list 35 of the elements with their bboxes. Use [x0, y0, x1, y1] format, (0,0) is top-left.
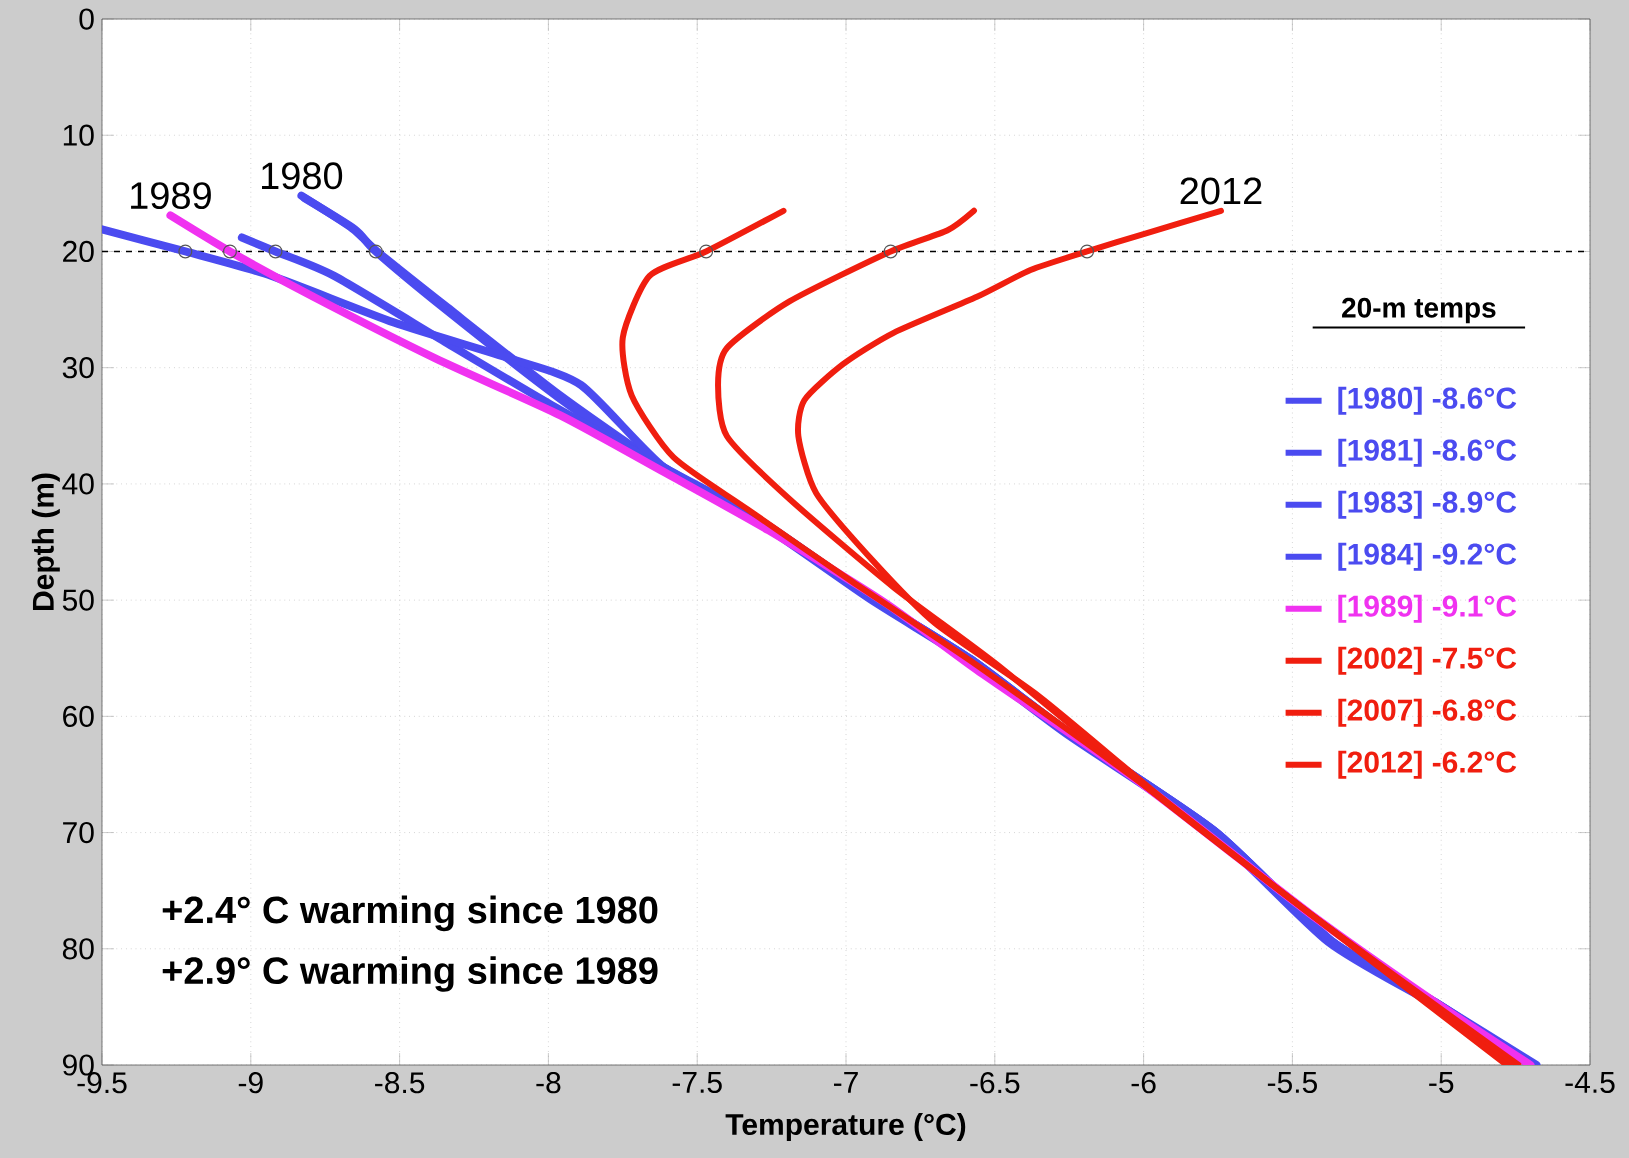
annotation: 1980 [262, 162, 343, 190]
y-tick-label: 10 [63, 124, 94, 146]
x-tick-label: -9 [238, 1072, 263, 1094]
y-tick-label: 40 [62, 473, 94, 495]
annotation: +2.9° C warming since 1989 [162, 956, 658, 992]
x-tick-label: -6.5 [970, 1072, 1020, 1094]
y-tick-label: 60 [63, 705, 94, 727]
annotation: +2.4° C warming since 1980 [162, 895, 658, 932]
x-tick-label: -5 [1429, 1072, 1454, 1093]
y-tick-label: 50 [62, 589, 94, 611]
annotation: 1989 [131, 182, 211, 210]
annotation: 2012 [1180, 177, 1262, 205]
y-tick-label: 0 [79, 8, 94, 30]
legend-label: [1989] -9.1°C [1338, 594, 1517, 623]
legend-label: [1984] -9.2°C [1338, 542, 1517, 571]
y-tick-label: 80 [62, 938, 94, 960]
x-tick-label: -8.5 [375, 1072, 425, 1094]
y-tick-label: 70 [63, 821, 94, 844]
x-tick-label: -4.5 [1565, 1072, 1615, 1093]
x-tick-label: -7.5 [672, 1072, 722, 1093]
x-tick-label: -5.5 [1267, 1072, 1317, 1093]
legend-label: [1983] -8.9°C [1338, 490, 1517, 519]
x-tick-label: -8 [536, 1072, 561, 1094]
legend-label: [2012] -6.2°C [1338, 750, 1517, 779]
y-tick-label: 20 [63, 240, 94, 263]
legend-label: [2007] -6.8°C [1338, 698, 1517, 727]
y-tick-label: 30 [62, 357, 94, 379]
x-tick-label: -7 [833, 1072, 858, 1093]
x-tick-label: -6 [1131, 1072, 1156, 1094]
legend-label: [1981] -8.6°C [1338, 438, 1517, 467]
legend-label: [1980] -8.6°C [1338, 386, 1517, 415]
y-axis-title: Depth (m) [31, 473, 60, 610]
legend-title: 20-m temps [1342, 297, 1496, 324]
legend-label: [2002] -7.5°C [1338, 646, 1517, 675]
x-axis-title: Temperature (°C) [725, 1113, 966, 1141]
